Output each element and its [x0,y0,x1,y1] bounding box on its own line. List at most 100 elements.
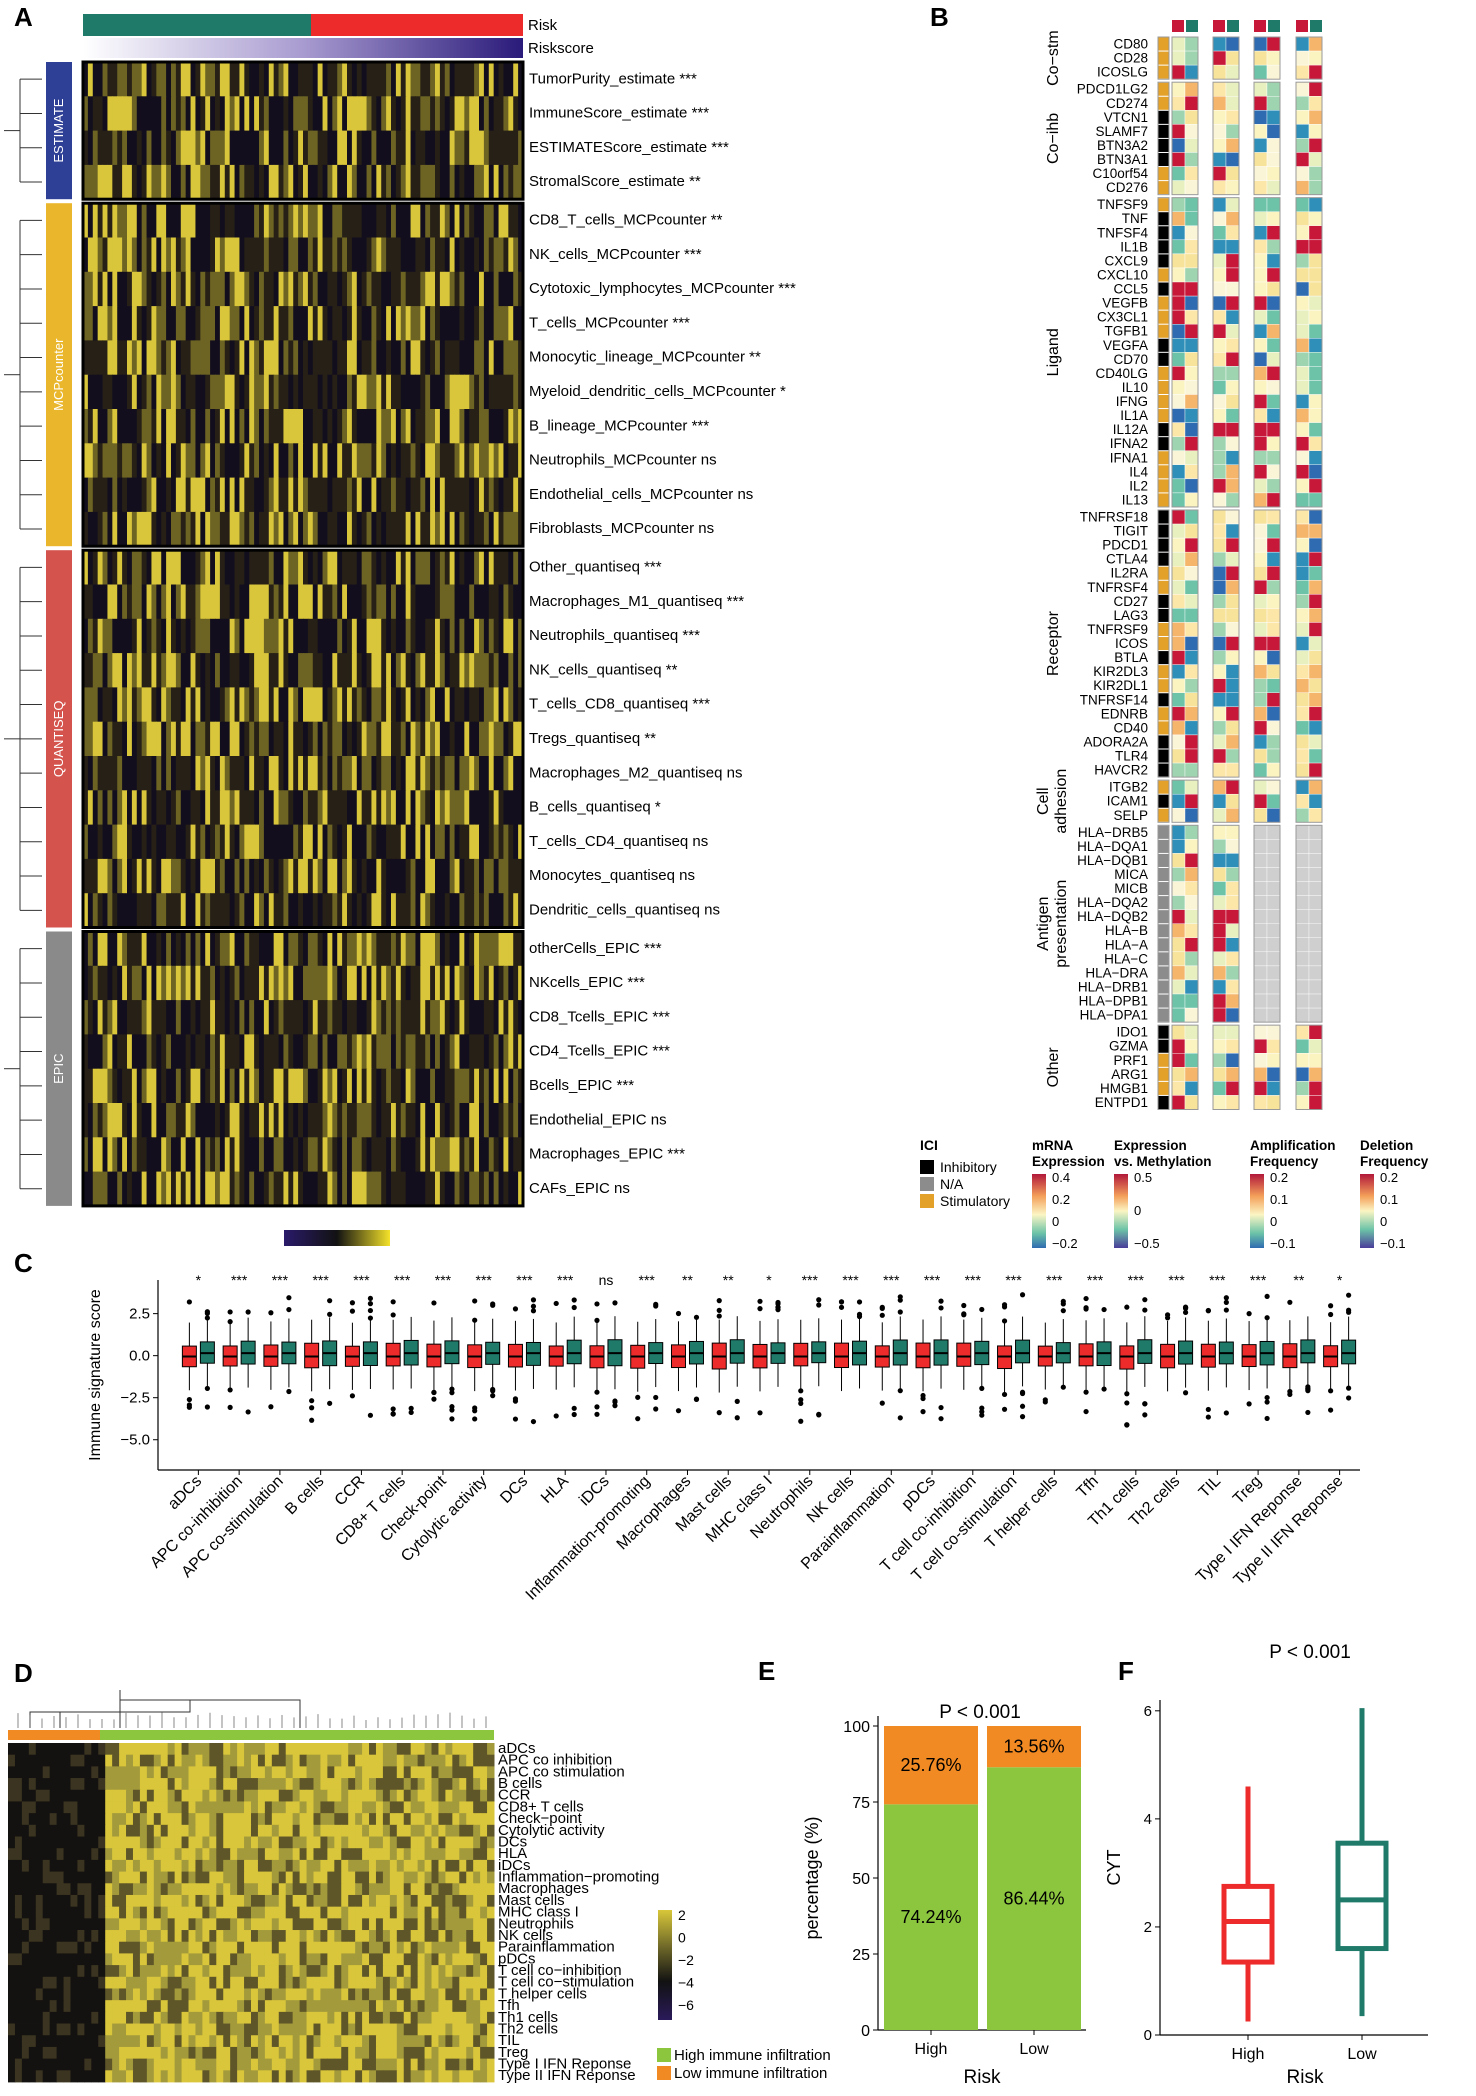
heat-cell [151,1000,157,1035]
heat-cell [92,721,99,757]
amp-legend-tick: −0.1 [1270,1236,1296,1251]
heat-cell [249,62,255,97]
heat-cell [503,653,509,688]
expr-cell [1171,551,1186,567]
heat-cell [351,409,358,444]
heat-cell [224,1137,231,1173]
heat-cell [332,931,338,967]
heat-cell [239,756,245,791]
heat-cell [151,443,157,479]
heat-cell [483,96,490,132]
heat-cell [273,653,280,688]
heat-cell [459,618,465,654]
heat-cell [112,164,118,200]
heat-cell [175,790,182,826]
heat-cell [224,306,231,341]
heat-cell [483,893,490,928]
gene-label: HLA−DQA1 [1077,839,1148,854]
expr-cell [1266,881,1281,896]
heat-cell [112,306,118,341]
expr-cell [1171,1038,1186,1054]
heat-cell [420,1137,426,1173]
heat-cell [483,858,490,894]
outlier-point [1124,1422,1130,1428]
expr-cell [1253,64,1268,80]
heat-cell [381,477,387,513]
heat-cell [117,721,123,757]
ici-frame [1157,1024,1170,1111]
heat-cell [420,237,426,273]
heat-cell [327,824,333,860]
heat-cell [420,893,426,928]
heat-cell [166,164,172,200]
outlier-point [856,1299,863,1305]
heat-cell [508,1034,514,1070]
heat-cell [190,1034,197,1070]
outlier-point [979,1306,985,1313]
heat-cell [386,306,392,341]
heat-cell [14,1789,23,1802]
heat-cell [190,584,197,620]
outlier-point [1019,1292,1026,1298]
heat-cell [171,931,177,967]
heat-cell [430,271,436,307]
heat-cell [474,130,480,166]
heat-cell [480,1813,488,1826]
gene-label: CD27 [1113,594,1148,609]
heat-cell [430,1103,436,1138]
gene-label: CD28 [1113,51,1148,66]
heat-cell [366,931,373,967]
heat-cell [317,584,324,620]
heat-cell [244,618,250,654]
gene-label: CXCL9 [1104,253,1148,268]
heat-cell [356,1000,363,1035]
heat-cell [366,511,373,547]
heat-cell [131,618,138,654]
heat-cell [449,164,456,200]
heat-cell [361,96,368,132]
heat-cell [322,271,329,307]
heat-cell [449,62,456,97]
gene-label: ICAM1 [1107,794,1148,809]
heat-cell [63,1813,71,1826]
heat-cell [171,858,177,894]
expr-cell [1225,422,1240,437]
heat-cell [112,618,118,654]
heat-cell [254,824,260,860]
heat-cell [122,203,128,238]
heat-cell [356,1103,363,1138]
heat-cell [136,340,143,376]
heat-cell [141,893,148,928]
riskscore-bar [83,38,523,58]
heat-cell [303,1034,309,1070]
heat-cell [105,1743,113,1756]
expr-cell [1253,324,1268,339]
heat-cell [503,756,509,791]
heat-cell [356,409,363,444]
heat-cell [381,756,387,791]
heat-cell [268,96,275,132]
expr-cell [1184,81,1199,97]
heat-cell [268,130,275,166]
heat-cell [366,96,373,132]
heat-cell [391,443,397,479]
heat-cell [322,443,329,479]
row-label: Macrophages_M2_quantiseq ns [529,764,742,781]
expr-cell [1308,1007,1323,1023]
heat-cell [112,790,118,826]
expr-cell [1225,678,1240,693]
heat-cell [469,271,475,307]
outlier-point [1060,1301,1066,1307]
heat-cell [431,1789,439,1802]
ici-cell [1158,882,1169,896]
heat-cell [249,1103,255,1138]
heat-cell [127,931,133,967]
ici-cell [1158,780,1169,794]
heat-cell [459,584,465,620]
expr-cell [1171,979,1186,995]
heat-cell [219,824,226,860]
heat-cell [251,1766,259,1779]
outlier-point [1019,1403,1026,1409]
panel-label-d: D [14,1658,33,1688]
expr-cell [1266,509,1281,525]
